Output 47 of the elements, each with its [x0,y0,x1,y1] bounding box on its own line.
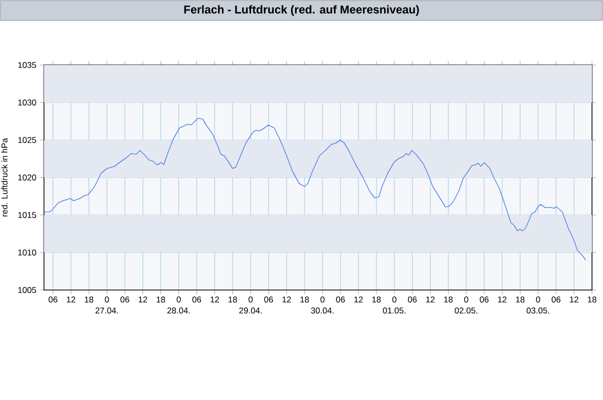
x-tick-label: 0 [320,296,325,303]
y-tick-label: 1005 [18,287,36,293]
x-tick-label: 12 [66,296,76,302]
x-tick-label: 18 [156,296,166,303]
x-tick-label: 0 [176,296,181,303]
x-tick-label: 0 [104,296,109,303]
x2-tick-label: 01.05. [382,308,406,314]
y-tick-label: 1025 [18,137,36,143]
x-tick-label: 12 [498,296,506,302]
x-tick-label: 12 [210,296,219,302]
x-tick-label: 0 [248,296,253,303]
x-tick-label: 06 [480,296,489,303]
x-tick-label: 06 [48,296,58,303]
x-tick-label: 06 [408,296,417,303]
x2-tick-label: 29.04. [239,308,262,314]
y-tick-label: 1015 [18,212,36,218]
x-tick-label: 18 [588,296,596,303]
x-tick-label: 12 [354,296,363,302]
y-tick-label: 1035 [18,62,36,68]
chart-title: Ferlach - Luftdruck (red. auf Meeresniveau) [184,5,419,16]
x2-tick-label: 02.05. [454,308,478,314]
x-tick-label: 12 [426,296,435,302]
x-tick-label: 12 [138,296,148,302]
x-tick-label: 0 [464,296,468,303]
x-tick-label: 18 [84,296,94,303]
x-tick-label: 0 [536,296,540,303]
x2-tick-label: 03.05. [526,308,550,314]
x2-tick-label: 30.04. [311,308,334,314]
x-tick-label: 18 [300,296,309,303]
x-tick-label: 06 [264,296,273,303]
x2-tick-label: 27.04. [96,308,118,314]
x-tick-label: 18 [444,296,453,303]
x2-tick-label: 28.04. [167,308,190,314]
x-tick-label: 0 [392,296,396,303]
x-tick-label: 12 [570,296,578,302]
x-tick-label: 06 [336,296,345,303]
y-axis-title: red. Luftdruck in hPa [1,138,8,216]
x-tick-label: 06 [552,296,560,303]
x-tick-label: 18 [516,296,524,303]
x-tick-label: 18 [228,296,238,303]
x-tick-label: 12 [282,296,291,302]
x-tick-label: 06 [120,296,130,303]
x-tick-label: 06 [192,296,202,303]
y-tick-label: 1010 [18,250,36,256]
x-tick-label: 18 [372,296,381,303]
y-tick-label: 1020 [18,174,36,180]
y-tick-label: 1030 [18,100,36,106]
